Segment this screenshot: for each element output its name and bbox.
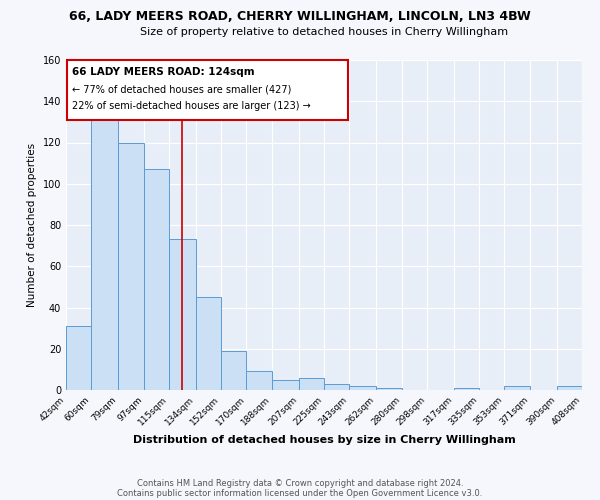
Text: Contains HM Land Registry data © Crown copyright and database right 2024.: Contains HM Land Registry data © Crown c… [137,478,463,488]
Bar [299,378,324,390]
Bar [557,386,582,390]
Text: Contains public sector information licensed under the Open Government Licence v3: Contains public sector information licen… [118,488,482,498]
Bar [247,372,272,390]
Text: 22% of semi-detached houses are larger (123) →: 22% of semi-detached houses are larger (… [71,101,310,112]
Bar [272,380,299,390]
X-axis label: Distribution of detached houses by size in Cherry Willingham: Distribution of detached houses by size … [133,436,515,446]
Text: 66, LADY MEERS ROAD, CHERRY WILLINGHAM, LINCOLN, LN3 4BW: 66, LADY MEERS ROAD, CHERRY WILLINGHAM, … [69,10,531,23]
Bar [169,240,196,390]
Bar [118,142,143,390]
Bar [143,170,169,390]
Y-axis label: Number of detached properties: Number of detached properties [27,143,37,307]
Title: Size of property relative to detached houses in Cherry Willingham: Size of property relative to detached ho… [140,27,508,37]
Bar [505,386,530,390]
Bar [196,297,221,390]
Bar [376,388,401,390]
Bar [221,351,247,390]
FancyBboxPatch shape [67,60,348,120]
Bar [91,116,118,390]
Text: ← 77% of detached houses are smaller (427): ← 77% of detached houses are smaller (42… [71,84,291,95]
Bar [454,388,479,390]
Bar [349,386,376,390]
Bar [324,384,349,390]
Text: 66 LADY MEERS ROAD: 124sqm: 66 LADY MEERS ROAD: 124sqm [71,67,254,77]
Bar [66,326,91,390]
